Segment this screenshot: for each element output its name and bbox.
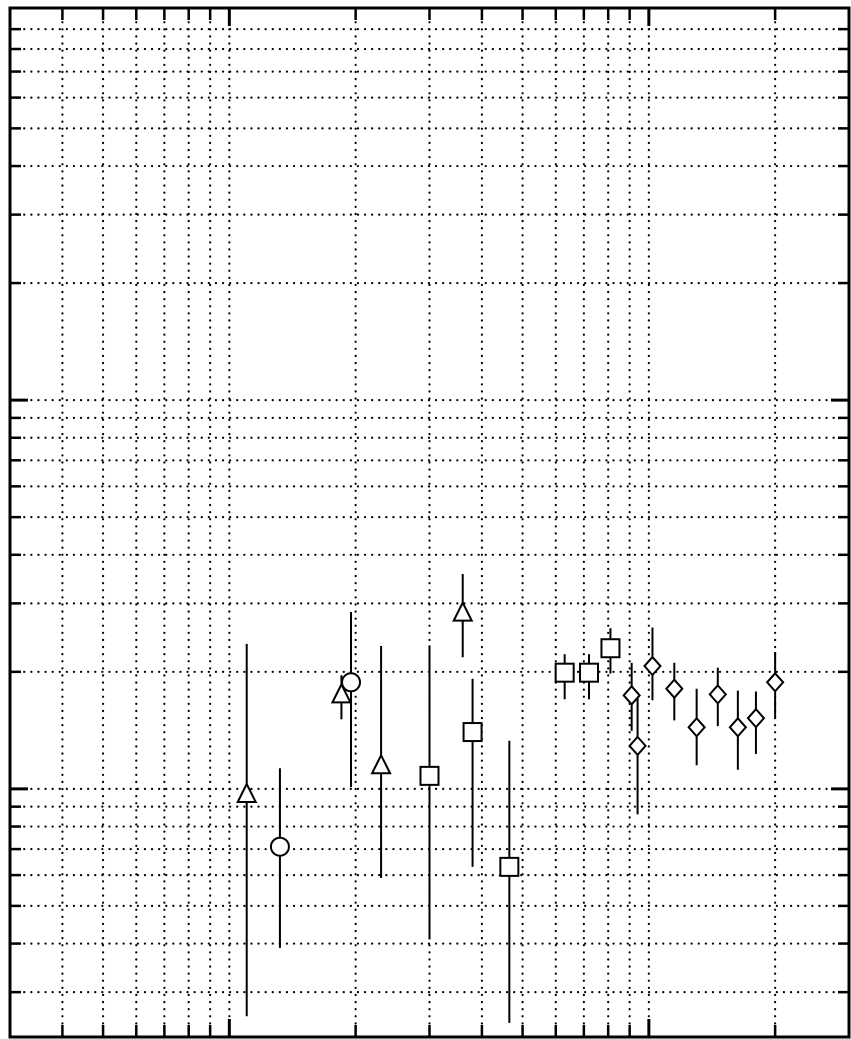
- circle-marker: [269, 836, 290, 857]
- data-markers: [236, 600, 785, 877]
- diamond-marker: [746, 707, 766, 729]
- square-marker: [578, 662, 599, 683]
- diamond-marker: [765, 671, 785, 693]
- grid: [8, 6, 851, 1039]
- triangle-marker: [370, 753, 392, 775]
- diamond-marker: [664, 678, 684, 700]
- triangle-marker: [452, 600, 474, 622]
- plot-frame: [8, 6, 851, 1039]
- diamond-marker: [708, 683, 728, 705]
- triangle-marker: [330, 682, 353, 704]
- square-marker: [419, 765, 440, 786]
- diamond-marker: [628, 735, 647, 757]
- axis-ticks: [10, 8, 849, 1037]
- square-marker: [499, 856, 520, 877]
- diamond-marker: [622, 684, 642, 706]
- circle-marker: [341, 672, 362, 693]
- diamond-marker: [643, 655, 662, 677]
- diamond-marker: [687, 716, 706, 738]
- diamond-marker: [728, 716, 748, 738]
- triangle-marker: [236, 781, 258, 804]
- square-marker: [554, 662, 575, 683]
- square-marker: [462, 722, 483, 743]
- square-marker: [600, 638, 621, 659]
